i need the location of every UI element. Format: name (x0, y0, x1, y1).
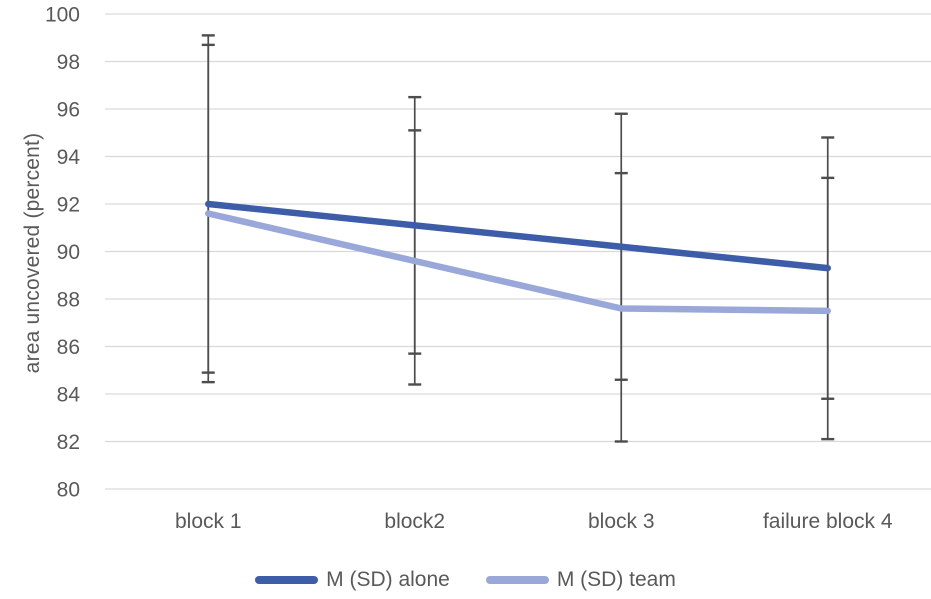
y-tick-label-94: 94 (57, 146, 81, 169)
y-tick-label-98: 98 (57, 51, 80, 74)
y-tick-label-100: 100 (45, 4, 80, 27)
x-category-label-1: block 1 (175, 510, 242, 533)
x-category-label-4: failure block 4 (763, 510, 893, 533)
y-axis-title: area uncovered (percent) (21, 132, 44, 374)
chart-legend: M (SD) alone M (SD) team (0, 568, 931, 592)
y-tick-label-80: 80 (57, 479, 80, 502)
x-category-label-2: block2 (384, 510, 445, 533)
legend-item-alone: M (SD) alone (255, 568, 450, 592)
y-tick-label-90: 90 (57, 241, 80, 264)
y-tick-label-92: 92 (57, 194, 80, 217)
y-tick-label-84: 84 (57, 384, 81, 407)
series-line-team (205, 210, 831, 315)
legend-swatch-alone (255, 576, 319, 584)
legend-item-team: M (SD) team (485, 568, 676, 592)
series-line-alone (205, 200, 831, 272)
x-category-label-3: block 3 (588, 510, 655, 533)
legend-swatch-team (485, 576, 549, 584)
legend-label-team: M (SD) team (556, 568, 676, 591)
y-tick-label-88: 88 (57, 289, 80, 312)
y-tick-label-82: 82 (57, 431, 80, 454)
y-tick-label-96: 96 (57, 99, 80, 122)
legend-label-alone: M (SD) alone (326, 568, 450, 591)
y-tick-label-86: 86 (57, 336, 80, 359)
